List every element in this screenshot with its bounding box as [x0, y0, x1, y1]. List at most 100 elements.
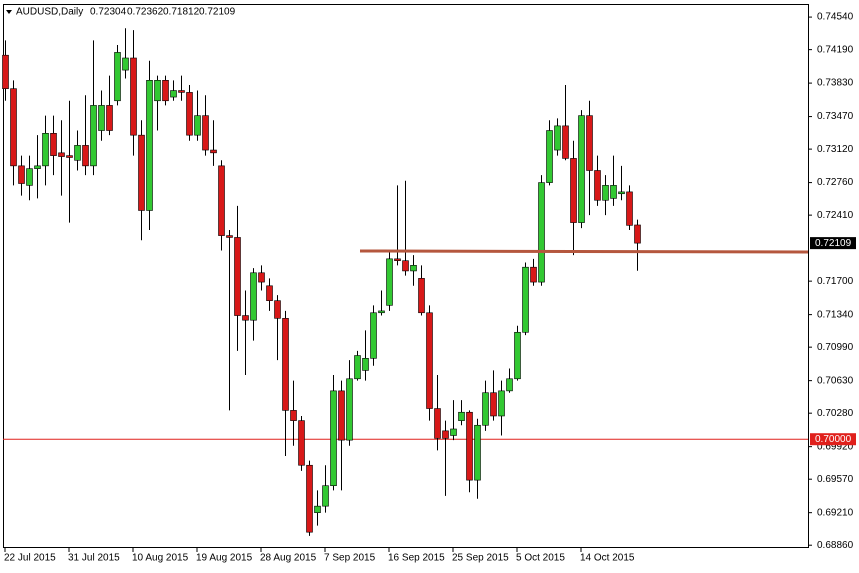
candle-body	[498, 390, 505, 417]
candle-body	[146, 80, 153, 211]
candle-body	[242, 315, 249, 321]
y-tick-label: 0.73470	[817, 111, 854, 122]
candle-body	[34, 165, 41, 169]
candle-body	[290, 410, 297, 421]
price-label: 0.72109	[815, 238, 852, 249]
candle-body	[138, 134, 145, 211]
y-tick-label: 0.69920	[817, 441, 854, 452]
candle-body	[418, 278, 425, 314]
candle-body	[274, 300, 281, 319]
candle-body	[66, 155, 73, 158]
level-label-box	[810, 433, 856, 446]
x-tick-label: 28 Aug 2015	[260, 553, 317, 564]
candle-body	[378, 310, 385, 314]
y-tick-label: 0.73120	[817, 144, 854, 155]
x-tick-label: 14 Oct 2015	[580, 553, 635, 564]
y-tick-label: 0.71340	[817, 309, 854, 320]
candle-body	[594, 170, 601, 201]
drawn-support-line	[359, 249, 809, 254]
candle-body	[170, 90, 177, 98]
candle-body	[370, 312, 377, 359]
x-tick-label: 22 Jul 2015	[4, 553, 56, 564]
x-tick-label: 5 Oct 2015	[516, 553, 565, 564]
candle-body	[154, 80, 161, 102]
candle-body	[98, 105, 105, 131]
menu-arrow	[6, 10, 12, 14]
candle-body	[474, 424, 481, 481]
candle-body	[194, 115, 201, 136]
candle-body	[106, 105, 113, 131]
candle-body	[602, 185, 609, 201]
y-tick-label: 0.71700	[817, 276, 854, 287]
candle-body	[434, 408, 441, 439]
candle-body	[10, 88, 17, 167]
x-tick-label: 16 Sep 2015	[388, 553, 445, 564]
candle-body	[394, 258, 401, 261]
candle-body	[218, 165, 225, 236]
candle-body	[426, 312, 433, 409]
y-tick-label: 0.74540	[817, 12, 854, 23]
candle-body	[610, 185, 617, 199]
candle-body	[538, 182, 545, 283]
candle-body	[530, 266, 537, 283]
candle-body	[458, 411, 465, 421]
candle-body	[26, 168, 33, 186]
candle-body	[362, 358, 369, 371]
candle-body	[114, 52, 121, 102]
y-tick-label: 0.70280	[817, 408, 854, 419]
candle-body	[634, 224, 641, 244]
y-tick-label: 0.72410	[817, 210, 854, 221]
candle-body	[386, 258, 393, 306]
x-tick-label: 10 Aug 2015	[132, 553, 189, 564]
y-tick-label: 0.68860	[817, 540, 854, 551]
candle-body	[42, 133, 49, 167]
candle-body	[122, 57, 129, 71]
candle-body	[82, 145, 89, 167]
candle-body	[90, 105, 97, 167]
header-close: 0.72109	[199, 7, 236, 18]
candle-body	[482, 392, 489, 426]
candle-body	[626, 191, 633, 226]
candle-body	[522, 266, 529, 333]
y-tick-label: 0.73830	[817, 78, 854, 89]
candle-body	[314, 505, 321, 513]
candle-body	[402, 260, 409, 272]
candle-body	[282, 318, 289, 411]
candle-body	[450, 428, 457, 436]
candle-body	[490, 392, 497, 417]
y-tick-label: 0.72760	[817, 177, 854, 188]
candle-body	[74, 145, 81, 161]
candle-body	[210, 149, 217, 154]
y-tick-label: 0.69570	[817, 474, 854, 485]
candle-body	[18, 165, 25, 184]
candle-body	[466, 411, 473, 481]
candle-body	[554, 125, 561, 151]
x-tick-label: 31 Jul 2015	[68, 553, 120, 564]
candle-body	[258, 272, 265, 283]
candle-body	[186, 92, 193, 136]
plot-frame	[3, 4, 809, 548]
candle-body	[562, 125, 569, 159]
header-open: 0.72304	[90, 7, 127, 18]
header-high: 0.72362	[127, 7, 164, 18]
candle-body	[266, 285, 273, 301]
candle-body	[162, 80, 169, 102]
x-tick-label: 19 Aug 2015	[196, 553, 253, 564]
y-tick-label: 0.70990	[817, 342, 854, 353]
chart-title: AUDUSD,Daily	[16, 7, 83, 18]
candle-body	[178, 90, 185, 93]
header-low: 0.71812	[163, 7, 200, 18]
candle-body	[234, 237, 241, 316]
candle-body	[2, 54, 9, 89]
x-tick-label: 7 Sep 2015	[324, 553, 376, 564]
candle-body	[570, 158, 577, 223]
candle-body	[506, 378, 513, 392]
candle-body	[298, 420, 305, 466]
candle-body	[322, 485, 329, 507]
candle-body	[546, 130, 553, 183]
y-tick-label: 0.69210	[817, 507, 854, 518]
y-tick-label: 0.70630	[817, 375, 854, 386]
candle-body	[338, 390, 345, 441]
